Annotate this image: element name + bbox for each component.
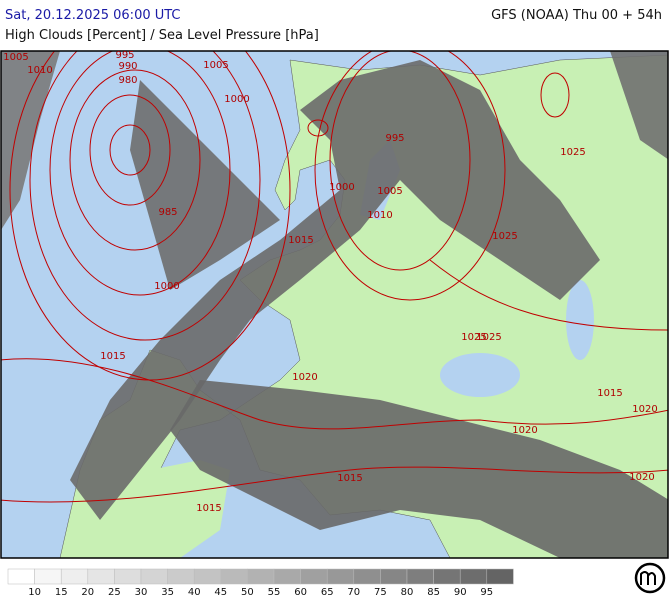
legend-swatch bbox=[300, 568, 328, 585]
legend: 10 15 20 25 30 35 40 45 50 55 60 65 70 75 80 85 90 95 bbox=[7, 568, 514, 598]
cloud bbox=[70, 60, 600, 520]
isobar-label: 1005 bbox=[203, 60, 228, 71]
legend-label: 85 bbox=[427, 587, 440, 598]
legend-label: 15 bbox=[55, 587, 68, 598]
isobar-label: 1025 bbox=[476, 332, 501, 343]
legend-label: 55 bbox=[268, 587, 281, 598]
isobar-label: 995 bbox=[385, 133, 404, 144]
isobar-label: 995 bbox=[115, 50, 134, 61]
legend-swatch bbox=[433, 568, 461, 585]
isobar-label: 980 bbox=[118, 75, 137, 86]
header-right: GFS (NOAA) Thu 00 + 54h bbox=[491, 8, 662, 23]
isobar-label: 1020 bbox=[512, 425, 537, 436]
legend-label: 80 bbox=[401, 587, 414, 598]
isobar-label: 1020 bbox=[629, 472, 654, 483]
legend-label: 40 bbox=[188, 587, 201, 598]
legend-label: 90 bbox=[454, 587, 467, 598]
legend-swatch bbox=[380, 568, 408, 585]
isobar-label: 1025 bbox=[492, 231, 517, 242]
isobar-label: 1010 bbox=[27, 65, 52, 76]
legend-label: 35 bbox=[161, 587, 174, 598]
map-frame bbox=[0, 50, 669, 559]
legend-label: 65 bbox=[321, 587, 334, 598]
header-left: Sat, 20.12.2025 06:00 UTC bbox=[5, 8, 181, 23]
legend-label: 25 bbox=[108, 587, 121, 598]
isobars bbox=[1, 51, 668, 503]
isobar-label: 990 bbox=[118, 61, 137, 72]
isobar-label: 1025 bbox=[461, 332, 486, 343]
legend-swatch bbox=[459, 568, 488, 585]
legend-label: 50 bbox=[241, 587, 254, 598]
legend-label: 70 bbox=[347, 587, 360, 598]
cloud bbox=[1, 51, 60, 230]
isobar-label: 1000 bbox=[154, 281, 179, 292]
legend-swatch bbox=[326, 568, 355, 585]
legend-swatch bbox=[167, 568, 195, 585]
isobar-label: 1000 bbox=[224, 94, 249, 105]
legend-label: 45 bbox=[214, 587, 227, 598]
isobar-label: 1000 bbox=[329, 182, 354, 193]
subtitle: High Clouds [Percent] / Sea Level Pressu… bbox=[5, 28, 319, 43]
legend-label: 20 bbox=[81, 587, 94, 598]
isobar-label: 1015 bbox=[337, 473, 362, 484]
isobar-label: 1010 bbox=[367, 210, 392, 221]
isobar-label: 1015 bbox=[597, 388, 622, 399]
legend-swatch bbox=[220, 568, 248, 585]
legend-swatch bbox=[406, 568, 434, 585]
legend-label: 10 bbox=[28, 587, 41, 598]
isobar-label: 1015 bbox=[100, 351, 125, 362]
legend-swatch bbox=[353, 568, 381, 585]
legend-label: 95 bbox=[480, 587, 493, 598]
caspian bbox=[566, 280, 594, 360]
legend-swatch bbox=[193, 568, 222, 585]
legend-swatch bbox=[114, 568, 142, 585]
isobar-label: 1020 bbox=[632, 404, 657, 415]
legend-swatch bbox=[87, 568, 115, 585]
legend-label: 75 bbox=[374, 587, 387, 598]
legend-swatch bbox=[7, 568, 35, 585]
isobar-label: 1015 bbox=[196, 503, 221, 514]
legend-swatch bbox=[247, 568, 275, 585]
legend-swatch bbox=[273, 568, 301, 585]
isobar-label: 1025 bbox=[560, 147, 585, 158]
black-sea bbox=[440, 353, 520, 397]
isobar-label: 1020 bbox=[292, 372, 317, 383]
map: 1005101099599098010051000985100010151000… bbox=[0, 50, 669, 559]
isobar-label: 1015 bbox=[288, 235, 313, 246]
legend-swatch bbox=[486, 568, 514, 585]
isobar-label: 1005 bbox=[3, 52, 28, 63]
legend-label: 60 bbox=[294, 587, 307, 598]
legend-swatch bbox=[140, 568, 168, 585]
cloud bbox=[170, 380, 668, 558]
legend-swatch bbox=[60, 568, 89, 585]
isobar-label: 985 bbox=[158, 207, 177, 218]
cloud bbox=[610, 51, 668, 160]
africa bbox=[120, 460, 230, 558]
isobar-label: 1005 bbox=[377, 186, 402, 197]
logo bbox=[634, 562, 666, 594]
legend-label: 30 bbox=[135, 587, 148, 598]
legend-swatch bbox=[34, 568, 62, 585]
